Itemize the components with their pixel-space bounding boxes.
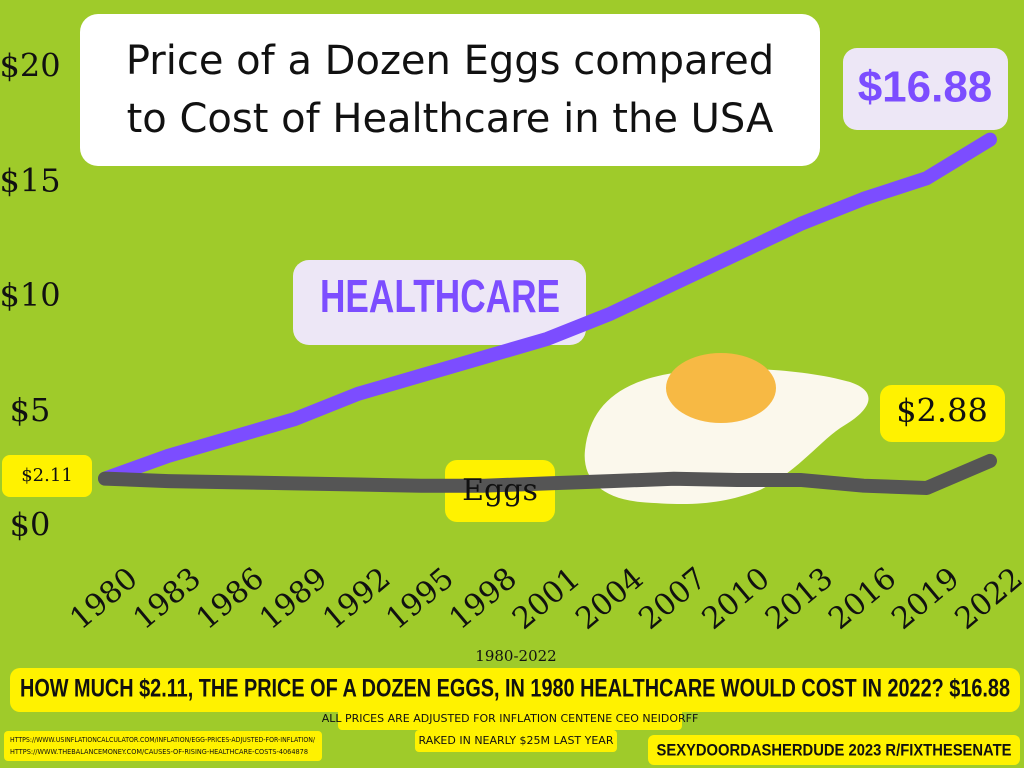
series-line [98, 132, 997, 486]
value-label: $2.11 [21, 465, 73, 486]
label-box [843, 48, 1008, 130]
x-axis-label: 1980-2022 [475, 647, 556, 665]
x-tick-label: 2013 [759, 561, 840, 637]
label-box [293, 260, 586, 345]
x-tick-label: 2007 [632, 561, 713, 637]
legend-label: HEALTHCARE [320, 270, 560, 322]
label-box [2, 455, 92, 497]
legend-label: Eggs [462, 473, 538, 508]
credit: SEXYDOORDASHERDUDE 2023 R/FIXTHESENATE [657, 740, 1012, 759]
value-label: $2.88 [896, 392, 988, 430]
x-tick-label: 2019 [885, 561, 966, 637]
headline: HOW MUCH $2.11, THE PRICE OF A DOZEN EGG… [20, 675, 1010, 703]
note-box [415, 730, 617, 752]
credit-box [648, 735, 1020, 765]
y-tick-label: $10 [0, 276, 61, 314]
x-tick-label: 1980 [64, 561, 145, 637]
x-tick-label: 1992 [316, 561, 397, 637]
note-box [338, 708, 682, 730]
egg-illustration [584, 353, 869, 505]
value-label: $16.88 [858, 63, 993, 112]
y-tick-label: $5 [10, 391, 51, 429]
y-tick-label: $15 [0, 161, 61, 199]
x-tick-label: 1998 [443, 561, 524, 637]
y-tick-label: $20 [0, 47, 61, 85]
source: HTTPS://WWW.THEBALANCEMONEY.COM/CAUSES-O… [10, 748, 308, 756]
x-tick-label: 1983 [127, 561, 208, 637]
note: RAKED IN NEARLY $25M LAST YEAR [419, 734, 614, 747]
x-tick-label: 2001 [506, 561, 587, 637]
y-tick-label: $0 [10, 506, 51, 544]
x-tick-label: 2004 [569, 561, 650, 637]
x-tick-label: 2010 [696, 561, 777, 637]
x-tick-label: 1995 [380, 561, 461, 637]
sources-box [4, 731, 322, 761]
label-box [880, 385, 1005, 442]
note: ALL PRICES ARE ADJUSTED FOR INFLATION CE… [322, 712, 699, 725]
series-line [98, 453, 997, 495]
x-tick-label: 2016 [822, 561, 903, 637]
source: HTTPS://WWW.USINFLATIONCALCULATOR.COM/IN… [10, 736, 316, 744]
x-tick-label: 2022 [949, 561, 1024, 637]
x-tick-label: 1989 [253, 561, 334, 637]
chart-title: Price of a Dozen Eggs compared to Cost o… [80, 14, 820, 166]
x-tick-label: 1986 [190, 561, 271, 637]
headline-box [10, 668, 1020, 712]
